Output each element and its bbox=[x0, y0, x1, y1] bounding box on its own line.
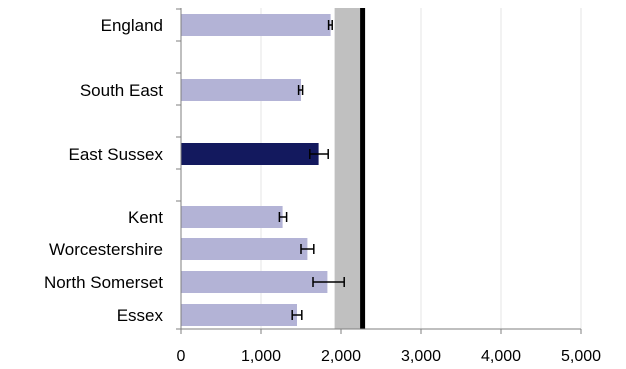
x-tick-label: 0 bbox=[177, 348, 186, 365]
x-tick-label: 2,000 bbox=[321, 348, 361, 365]
category-labels: England South East East Sussex Kent Worceste… bbox=[44, 16, 164, 325]
bar bbox=[181, 143, 319, 165]
bar bbox=[181, 304, 297, 326]
category-label: Kent bbox=[128, 208, 163, 227]
error-bar bbox=[309, 149, 329, 159]
bar bbox=[181, 271, 328, 293]
reference-band bbox=[334, 8, 363, 329]
category-label: North Somerset bbox=[44, 273, 163, 292]
error-bar bbox=[297, 85, 304, 95]
bars bbox=[181, 14, 331, 326]
bar bbox=[181, 238, 308, 260]
error-bar bbox=[291, 310, 303, 320]
x-tick-label: 1,000 bbox=[241, 348, 281, 365]
x-tick-label: 5,000 bbox=[561, 348, 601, 365]
reference-band-rect bbox=[334, 8, 363, 329]
axes bbox=[176, 8, 582, 334]
category-label: England bbox=[101, 16, 163, 35]
error-bar bbox=[312, 277, 345, 287]
x-tick-label: 3,000 bbox=[401, 348, 441, 365]
error-bar bbox=[327, 20, 333, 30]
error-bar bbox=[278, 212, 288, 222]
bar bbox=[181, 79, 301, 101]
category-label: East Sussex bbox=[69, 145, 164, 164]
category-label: South East bbox=[80, 81, 163, 100]
bar bbox=[181, 206, 283, 228]
x-tick-labels: 0 1,000 2,000 3,000 4,000 5,000 bbox=[177, 348, 602, 365]
category-label: Essex bbox=[117, 306, 164, 325]
category-label: Worcestershire bbox=[49, 240, 163, 259]
error-bars bbox=[278, 20, 345, 320]
x-tick-label: 4,000 bbox=[481, 348, 521, 365]
bar bbox=[181, 14, 331, 36]
error-bar bbox=[300, 244, 315, 254]
